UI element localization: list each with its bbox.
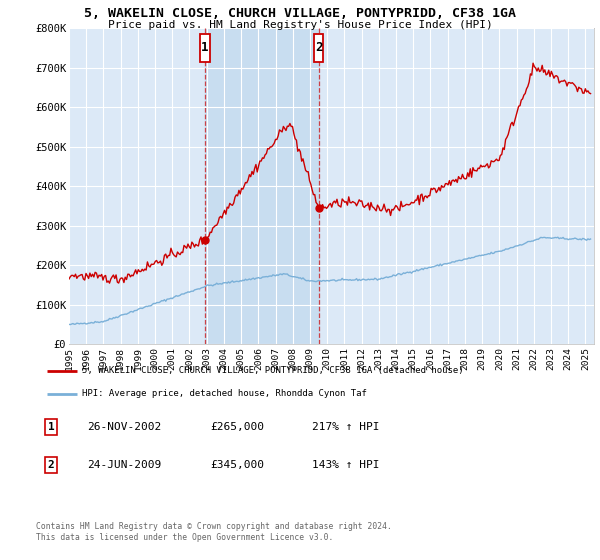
- Text: 217% ↑ HPI: 217% ↑ HPI: [312, 422, 380, 432]
- Text: 5, WAKELIN CLOSE, CHURCH VILLAGE, PONTYPRIDD, CF38 1GA: 5, WAKELIN CLOSE, CHURCH VILLAGE, PONTYP…: [84, 7, 516, 20]
- Text: 5, WAKELIN CLOSE, CHURCH VILLAGE, PONTYPRIDD, CF38 1GA (detached house): 5, WAKELIN CLOSE, CHURCH VILLAGE, PONTYP…: [82, 366, 464, 375]
- Text: 24-JUN-2009: 24-JUN-2009: [87, 460, 161, 470]
- Text: 2: 2: [315, 41, 322, 54]
- Text: 1: 1: [201, 41, 209, 54]
- Text: 1: 1: [47, 422, 55, 432]
- Bar: [205, 28, 319, 344]
- Text: £265,000: £265,000: [210, 422, 264, 432]
- Bar: [314, 34, 323, 62]
- Text: HPI: Average price, detached house, Rhondda Cynon Taf: HPI: Average price, detached house, Rhon…: [82, 389, 367, 398]
- Text: 26-NOV-2002: 26-NOV-2002: [87, 422, 161, 432]
- Text: 2: 2: [47, 460, 55, 470]
- Bar: [200, 34, 210, 62]
- Text: This data is licensed under the Open Government Licence v3.0.: This data is licensed under the Open Gov…: [36, 533, 334, 542]
- Text: Contains HM Land Registry data © Crown copyright and database right 2024.: Contains HM Land Registry data © Crown c…: [36, 522, 392, 531]
- Text: Price paid vs. HM Land Registry's House Price Index (HPI): Price paid vs. HM Land Registry's House …: [107, 20, 493, 30]
- Text: £345,000: £345,000: [210, 460, 264, 470]
- Text: 143% ↑ HPI: 143% ↑ HPI: [312, 460, 380, 470]
